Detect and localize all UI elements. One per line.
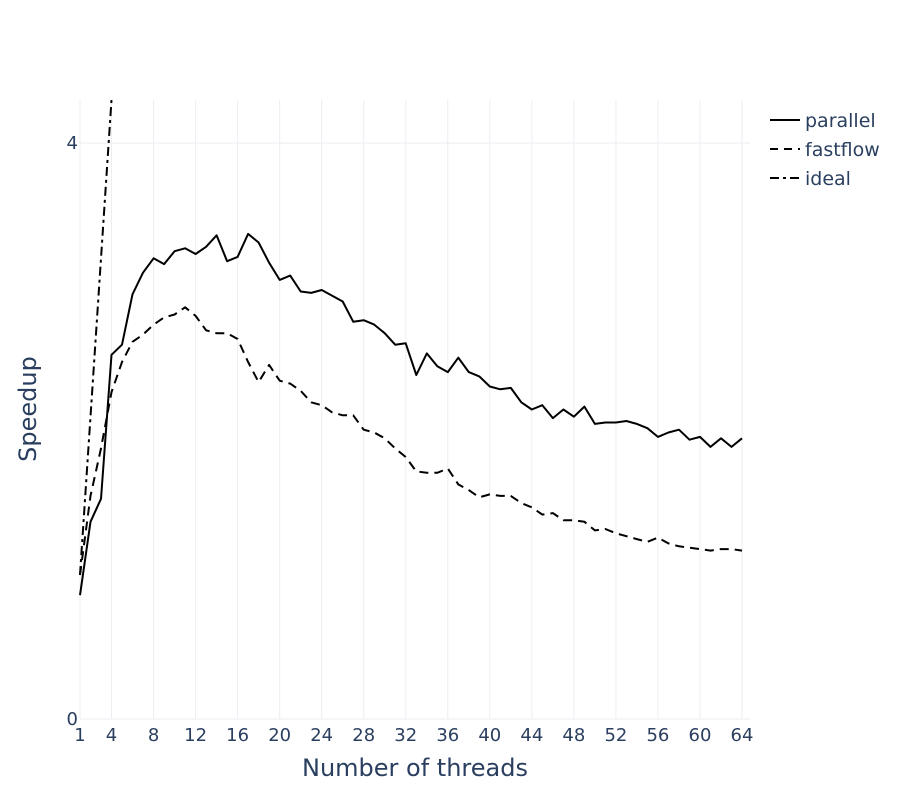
legend-label-fastflow: fastflow	[805, 139, 880, 161]
y-tick-label: 0	[67, 709, 78, 730]
x-tick-label: 44	[520, 725, 543, 746]
x-tick-label: 40	[478, 725, 501, 746]
x-tick-label: 8	[148, 725, 159, 746]
x-tick-label: 28	[352, 725, 375, 746]
x-tick-label: 64	[731, 725, 754, 746]
series-line-fastflow	[79, 306, 743, 576]
x-tick-label: 48	[562, 725, 585, 746]
x-axis-ticks: 1 4 8 12 16 20 24 28 32 36 40 44 48 52 56 60 64	[74, 725, 753, 746]
series-line-parallel	[79, 232, 743, 596]
plot-area	[79, 99, 743, 596]
x-tick-label: 36	[436, 725, 459, 746]
y-axis-ticks: 04	[67, 133, 78, 730]
x-tick-label: 60	[689, 725, 712, 746]
x-tick-label: 4	[106, 725, 117, 746]
legend-label-ideal: ideal	[805, 168, 851, 190]
x-tick-label: 12	[184, 725, 207, 746]
series-line-ideal	[79, 99, 113, 576]
y-tick-label: 4	[67, 133, 78, 154]
x-tick-label: 20	[268, 725, 291, 746]
grid	[79, 100, 750, 720]
legend-label-parallel: parallel	[805, 110, 876, 132]
x-tick-label: 1	[74, 725, 85, 746]
legend: parallel fastflow ideal	[770, 110, 880, 190]
x-tick-label: 52	[604, 725, 627, 746]
x-tick-label: 56	[646, 725, 669, 746]
x-tick-label: 32	[394, 725, 417, 746]
y-axis-title: Speedup	[14, 356, 42, 462]
x-tick-label: 16	[226, 725, 249, 746]
x-tick-label: 24	[310, 725, 333, 746]
x-axis-title: Number of threads	[302, 754, 528, 782]
